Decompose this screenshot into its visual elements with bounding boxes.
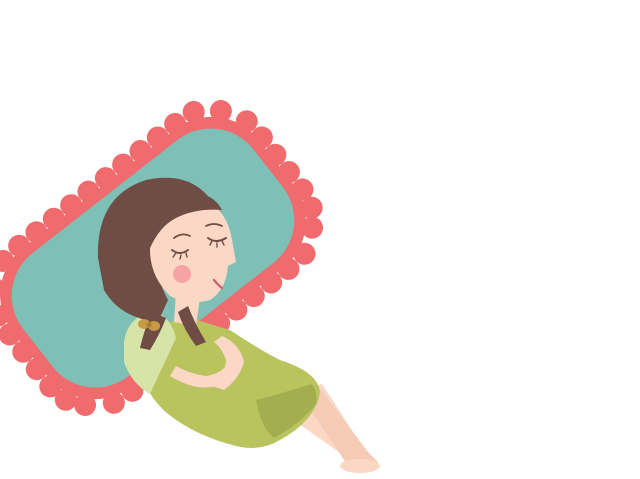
- arms: [170, 336, 244, 390]
- right-eye: [207, 237, 227, 242]
- face: [146, 192, 236, 303]
- hair-bow: [138, 319, 160, 331]
- left-eye: [171, 249, 189, 254]
- cheek: [173, 265, 191, 283]
- hair: [97, 177, 214, 350]
- mouth: [212, 278, 224, 290]
